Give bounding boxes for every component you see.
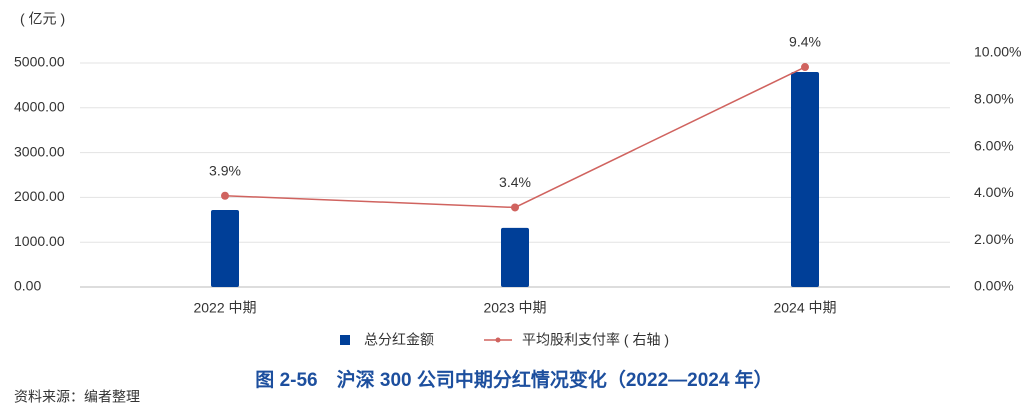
line-point <box>511 203 519 212</box>
y2-tick-label: 8.00% <box>974 91 1014 107</box>
x-tick-label: 2023 中期 <box>483 300 546 316</box>
line-point <box>801 63 809 72</box>
y2-tick-label: 0.00% <box>974 278 1014 294</box>
y2-tick-label: 10.00% <box>974 44 1021 60</box>
y-tick-label: 4000.00 <box>14 99 65 115</box>
y-tick-label: 3000.00 <box>14 143 65 159</box>
y-tick-label: 2000.00 <box>14 188 65 204</box>
chart-title: 图 2-56 沪深 300 公司中期分红情况变化（2022—2024 年） <box>255 368 772 391</box>
y2-tick-label: 6.00% <box>974 137 1014 153</box>
data-label: 9.4% <box>789 34 821 50</box>
legend-label: 平均股利支付率 ( 右轴 ) <box>522 332 669 348</box>
data-label: 3.4% <box>499 174 531 190</box>
bar <box>501 227 529 287</box>
y-tick-label: 1000.00 <box>14 233 65 249</box>
legend-label: 总分红金额 <box>364 332 434 348</box>
y-tick-label: 5000.00 <box>14 54 65 70</box>
x-tick-label: 2024 中期 <box>773 300 836 316</box>
y2-tick-label: 2.00% <box>974 231 1014 247</box>
y-tick-label: 0.00 <box>14 278 41 294</box>
x-tick-label: 2022 中期 <box>193 300 256 316</box>
y2-tick-label: 4.00% <box>974 184 1014 200</box>
bar <box>791 71 819 288</box>
y-axis-label: ( 亿元 ) <box>20 11 65 27</box>
data-label: 3.9% <box>209 162 241 178</box>
legend-swatch <box>340 335 350 345</box>
source-note: 资料来源：编者整理 <box>14 389 140 405</box>
bar <box>211 209 239 287</box>
line-point <box>221 191 229 200</box>
legend-swatch <box>495 337 501 343</box>
